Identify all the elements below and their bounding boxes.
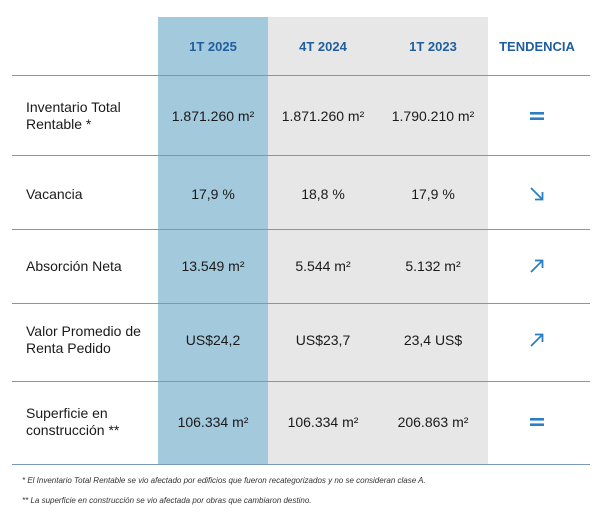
cell-current: US$24,2 [185, 332, 241, 348]
footnote: ** La superficie en construcción se vio … [22, 496, 312, 505]
cell-prev-quarter: 18,8 % [301, 186, 345, 202]
row-separator [12, 155, 590, 156]
cell-prev-quarter: 106.334 m² [287, 414, 359, 430]
row-label: Inventario Total Rentable * [26, 99, 121, 132]
cell-current: 13.549 m² [181, 258, 245, 274]
cell-current: 17,9 % [191, 186, 235, 202]
cell-prev-year: 1.790.210 m² [391, 108, 475, 124]
header-separator [12, 75, 590, 76]
column-header-prev-quarter: 4T 2024 [299, 38, 347, 54]
equal-icon [488, 90, 586, 142]
cell-prev-year: 17,9 % [411, 186, 455, 202]
row-separator [12, 464, 590, 465]
cell-prev-year: 206.863 m² [397, 414, 469, 430]
arrow-up-right-icon [488, 240, 586, 292]
column-header-current: 1T 2025 [189, 38, 237, 54]
comparison-columns-background [268, 17, 488, 464]
cell-current: 1.871.260 m² [171, 108, 255, 124]
equal-icon [488, 396, 586, 448]
cell-prev-year: 23,4 US$ [403, 332, 463, 348]
current-quarter-column-highlight [158, 17, 268, 464]
cell-prev-quarter: US$23,7 [295, 332, 351, 348]
cell-current: 106.334 m² [177, 414, 249, 430]
row-label: Absorción Neta [26, 257, 122, 274]
row-label: Superficie en construcción ** [26, 405, 120, 438]
row-label: Vacancia [26, 185, 83, 202]
cell-prev-quarter: 1.871.260 m² [281, 108, 365, 124]
footnote: * El Inventario Total Rentable se vio af… [22, 476, 426, 485]
column-header-prev-year: 1T 2023 [409, 38, 457, 54]
arrow-down-right-icon [488, 168, 586, 220]
column-header-trend: TENDENCIA [499, 38, 575, 54]
row-label: Valor Promedio de Renta Pedido [26, 323, 141, 356]
cell-prev-quarter: 5.544 m² [295, 258, 351, 274]
arrow-up-right-icon [488, 314, 586, 366]
row-separator [12, 229, 590, 230]
row-separator [12, 381, 590, 382]
cell-prev-year: 5.132 m² [405, 258, 461, 274]
row-separator [12, 303, 590, 304]
